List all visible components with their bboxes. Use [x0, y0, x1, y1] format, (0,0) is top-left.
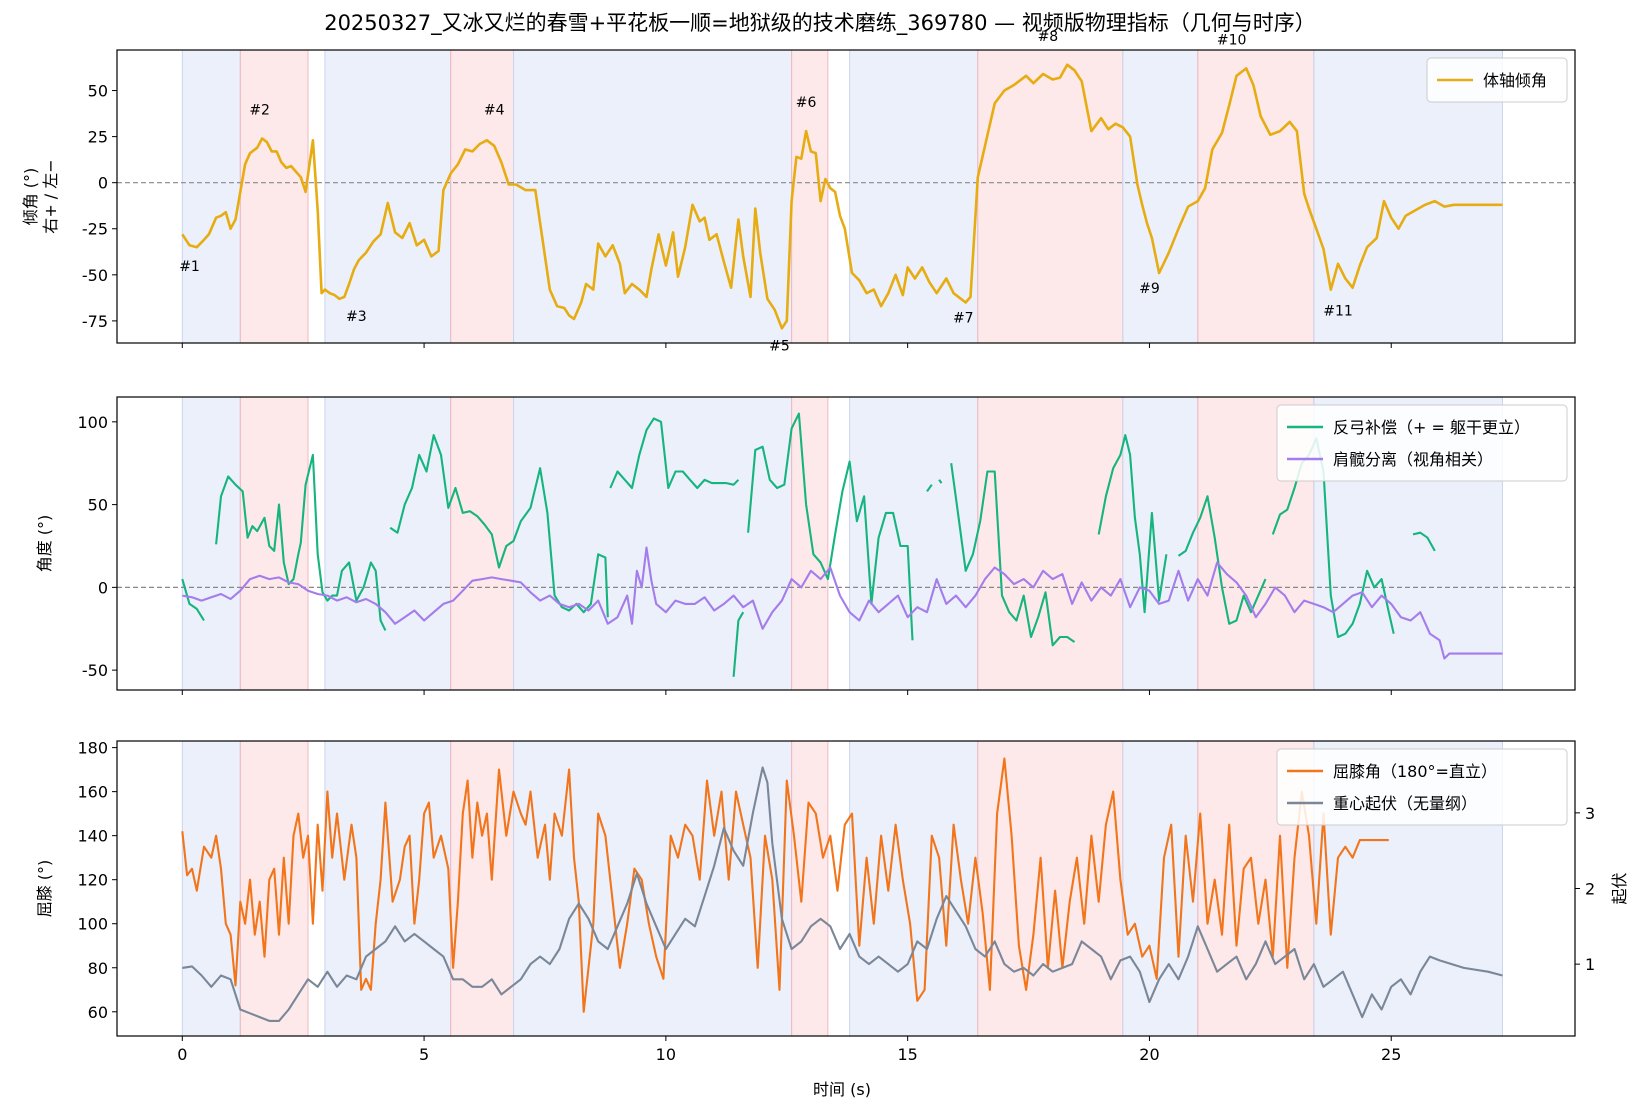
- legend-entry: 反弓补偿（+ = 躯干更立）: [1333, 418, 1530, 437]
- segment-label: #6: [796, 95, 817, 111]
- segment-band-9: [1122, 741, 1198, 1036]
- panel-2: -50 0 50 100 角度 (°) 反弓补偿（+ = 躯干更立） 肩髋分离（视角相关）: [35, 396, 1576, 695]
- y-tick-label: 100: [77, 413, 108, 432]
- segment-band-3: [324, 50, 451, 343]
- segment-band-5: [513, 397, 792, 690]
- y-tick-label: 0: [98, 174, 108, 193]
- y-axis-label: 角度 (°): [35, 515, 54, 573]
- legend-entry: 体轴倾角: [1483, 71, 1547, 90]
- segment-band-4: [450, 397, 514, 690]
- legend-entry: 重心起伏（无量纲）: [1333, 794, 1477, 813]
- y-tick-label: 140: [77, 827, 108, 846]
- legend: 反弓补偿（+ = 躯干更立） 肩髋分离（视角相关）: [1276, 404, 1568, 482]
- y-axis-label: 倾角 (°): [21, 168, 40, 226]
- segment-band-4: [450, 50, 514, 343]
- y-tick-label: 25: [88, 128, 108, 147]
- y-tick-label: 100: [77, 915, 108, 934]
- legend-entry: 肩髋分离（视角相关）: [1333, 450, 1493, 469]
- series-line-knee: [181, 757, 1389, 1013]
- y-tick-label: 60: [88, 1003, 108, 1022]
- segment-label: #5: [769, 338, 790, 354]
- segment-band-1: [182, 397, 241, 690]
- y-tick-label: -25: [82, 220, 108, 239]
- segment-band-8: [977, 50, 1123, 343]
- x-tick-label: 10: [656, 1045, 676, 1064]
- panel-3: 60 80 100 120 140 160 180 1 2 3 起伏 0 5 10 15 20 25 屈膝 (°)…: [35, 739, 1629, 1064]
- right-tick-label: 2: [1585, 880, 1595, 899]
- y-tick-label: -50: [82, 266, 108, 285]
- chart-title: 20250327_又冰又烂的春雪+平花板一顺=地狱级的技术磨练_369780 —…: [324, 11, 1316, 36]
- segment-label: #3: [346, 309, 367, 325]
- segment-band-1: [182, 741, 241, 1036]
- segment-band-8: [977, 397, 1123, 690]
- segment-band-7: [849, 397, 978, 690]
- segment-label: #10: [1217, 32, 1247, 48]
- y-tick-label: 80: [88, 959, 108, 978]
- segment-band-7: [849, 741, 978, 1036]
- segment-label: #7: [953, 311, 974, 327]
- segment-label: #11: [1323, 303, 1353, 319]
- legend-entry: 屈膝角（180°=直立）: [1333, 762, 1497, 781]
- segment-band-1: [182, 50, 241, 343]
- y-axis-label: 屈膝 (°): [35, 860, 54, 918]
- legend-box: [1276, 748, 1568, 826]
- segment-band-9: [1122, 50, 1198, 343]
- legend: 体轴倾角: [1426, 57, 1568, 103]
- y-tick-label: 50: [88, 82, 108, 101]
- series-line-sep: [182, 546, 1503, 660]
- y-tick-label: -50: [82, 661, 108, 680]
- y-axis-label: 右+ / 左−: [41, 159, 60, 233]
- segment-label: #9: [1139, 281, 1160, 297]
- panel-frame: [116, 49, 1576, 344]
- segment-band-8: [977, 741, 1123, 1036]
- x-tick-label: 0: [177, 1045, 187, 1064]
- segment-band-9: [1122, 397, 1198, 690]
- x-tick-label: 15: [897, 1045, 917, 1064]
- right-tick-label: 1: [1585, 955, 1595, 974]
- y-tick-label: -75: [82, 312, 108, 331]
- series-line-com: [182, 766, 1503, 1022]
- panel-1: -75 -50 -25 0 25 50 倾角 (°) 右+ / 左− #1 #2 #3 #4 #5 #6 #…: [21, 29, 1576, 354]
- x-tick-label: 20: [1139, 1045, 1159, 1064]
- right-axis-label: 起伏: [1610, 872, 1629, 904]
- segment-label: #4: [484, 102, 505, 118]
- legend: 屈膝角（180°=直立） 重心起伏（无量纲）: [1276, 748, 1568, 826]
- segment-band-2: [240, 50, 309, 343]
- segment-band-5: [513, 741, 792, 1036]
- segment-band-6: [791, 741, 828, 1036]
- right-tick-label: 3: [1585, 804, 1595, 823]
- x-axis-label: 时间 (s): [813, 1080, 871, 1099]
- legend-box: [1276, 404, 1568, 482]
- segment-band-7: [849, 50, 978, 343]
- x-tick-label: 5: [419, 1045, 429, 1064]
- legend-box: [1426, 57, 1568, 103]
- segment-band-3: [324, 741, 451, 1036]
- y-tick-label: 180: [77, 739, 108, 758]
- y-tick-label: 160: [77, 783, 108, 802]
- segment-band-3: [324, 397, 451, 690]
- segment-label: #8: [1038, 29, 1059, 45]
- y-tick-label: 50: [88, 496, 108, 515]
- segment-label: #1: [179, 259, 200, 275]
- x-tick-label: 25: [1381, 1045, 1401, 1064]
- segment-label: #2: [249, 102, 270, 118]
- segment-band-6: [791, 397, 828, 690]
- y-tick-label: 120: [77, 871, 108, 890]
- series-line-tilt: [181, 63, 1503, 330]
- y-tick-label: 0: [98, 578, 108, 597]
- panel-frame: [116, 396, 1576, 691]
- segment-band-5: [513, 50, 792, 343]
- series-line-comp: [181, 412, 1436, 677]
